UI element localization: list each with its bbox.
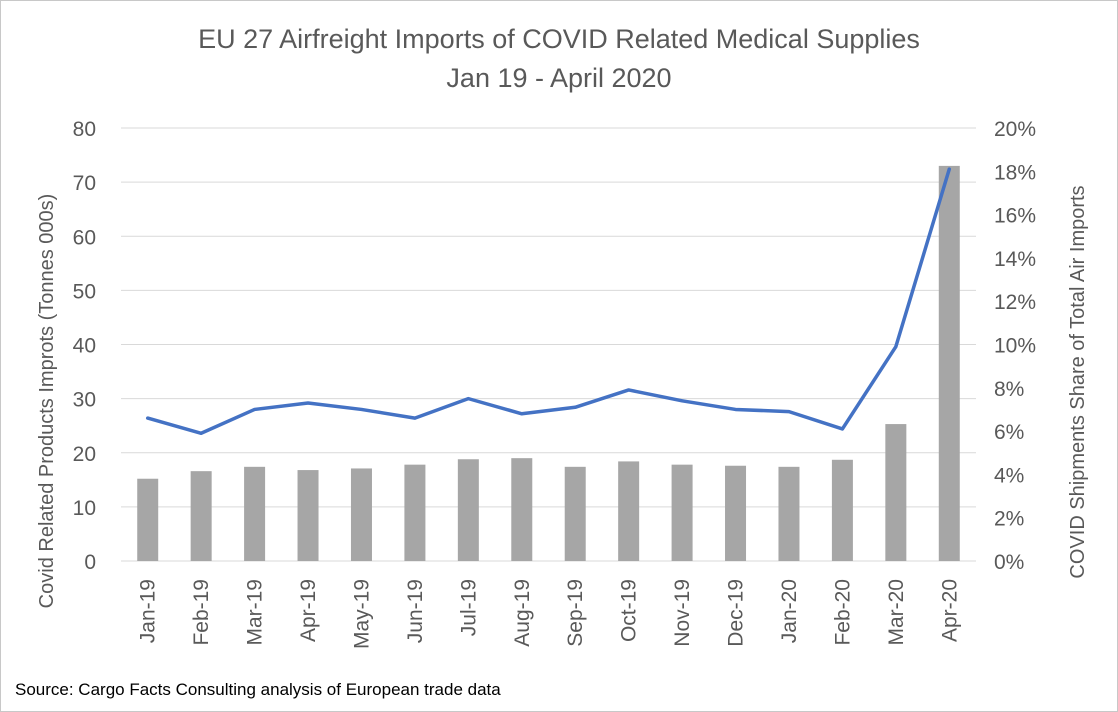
x-tick-label: Jun-19 [404,579,427,643]
right-tick-label: 0% [994,551,1024,574]
x-axis-ticks: Jan-19 Feb-19 Mar-19 Apr-19 May-19 Jun-19 Jul-… [137,579,962,649]
x-tick-label: May-19 [350,579,373,649]
left-tick-label: 0 [84,551,96,574]
right-tick-label: 16% [994,205,1036,228]
left-tick-label: 60 [73,226,96,249]
bar [457,459,479,561]
line-point [466,397,470,401]
x-tick-label: Mar-20 [885,579,908,646]
right-tick-label: 4% [994,464,1024,487]
right-tick-label: 10% [994,335,1036,358]
line-point [787,410,791,414]
bar [404,464,426,561]
line-point [894,345,898,349]
x-tick-label: Dec-19 [725,579,748,647]
right-tick-label: 2% [994,508,1024,531]
line-point [627,388,631,392]
line-point [573,405,577,409]
line-point [413,416,417,420]
bar [778,466,800,561]
x-tick-label: Oct-19 [618,579,641,642]
left-tick-label: 70 [73,172,96,195]
x-tick-label: Jan-19 [137,579,160,643]
bar [297,470,319,561]
left-tick-label: 40 [73,335,96,358]
line-point [680,399,684,403]
bar [831,459,853,561]
left-tick-label: 10 [73,497,96,520]
left-tick-label: 50 [73,280,96,303]
line-point [253,407,257,411]
right-tick-label: 14% [994,248,1036,271]
bar [618,461,640,561]
chart-title-line1: EU 27 Airfreight Imports of COVID Relate… [198,24,920,54]
bar [671,464,693,561]
bar [564,466,586,561]
left-tick-label: 80 [73,118,96,141]
share-line [145,167,952,436]
left-tick-label: 30 [73,389,96,412]
line-point [734,407,738,411]
bar [938,165,960,561]
line-point [947,167,951,171]
bar [725,465,747,561]
x-tick-label: Apr-20 [938,579,961,642]
x-tick-label: Feb-20 [831,579,854,646]
line-series [145,167,952,436]
source-note: Source: Cargo Facts Consulting analysis … [15,680,501,699]
x-tick-label: Jan-20 [778,579,801,643]
left-axis-ticks: 0 10 20 30 40 50 60 70 80 [73,118,96,574]
right-axis-ticks: 0% 2% 4% 6% 8% 10% 12% 14% 16% 18% 20% [994,118,1036,574]
bar [350,468,372,561]
line-point [840,427,844,431]
bar-series [137,165,960,561]
bar [885,424,907,561]
line-point [146,416,150,420]
x-tick-label: Sep-19 [564,579,587,647]
x-tick-label: Mar-19 [244,579,267,646]
x-tick-label: Apr-19 [297,579,320,642]
line-point [306,401,310,405]
x-tick-label: Feb-19 [190,579,213,646]
right-tick-label: 6% [994,421,1024,444]
right-tick-label: 12% [994,291,1036,314]
line-point [359,407,363,411]
line-point [199,431,203,435]
chart-title-line2: Jan 19 - April 2020 [446,63,671,93]
bar [137,478,159,561]
x-tick-label: Jul-19 [457,579,480,636]
bar [190,471,212,561]
x-tick-label: Aug-19 [511,579,534,647]
x-tick-label: Nov-19 [671,579,694,647]
line-point [520,412,524,416]
bar [244,466,266,561]
right-axis-label: COVID Shipments Share of Total Air Impor… [1067,185,1089,578]
right-tick-label: 8% [994,378,1024,401]
left-tick-label: 20 [73,443,96,466]
left-axis-label: Covid Related Products Improts (Tonnes 0… [36,194,58,609]
bar [511,458,533,561]
right-tick-label: 20% [994,118,1036,141]
right-tick-label: 18% [994,161,1036,184]
